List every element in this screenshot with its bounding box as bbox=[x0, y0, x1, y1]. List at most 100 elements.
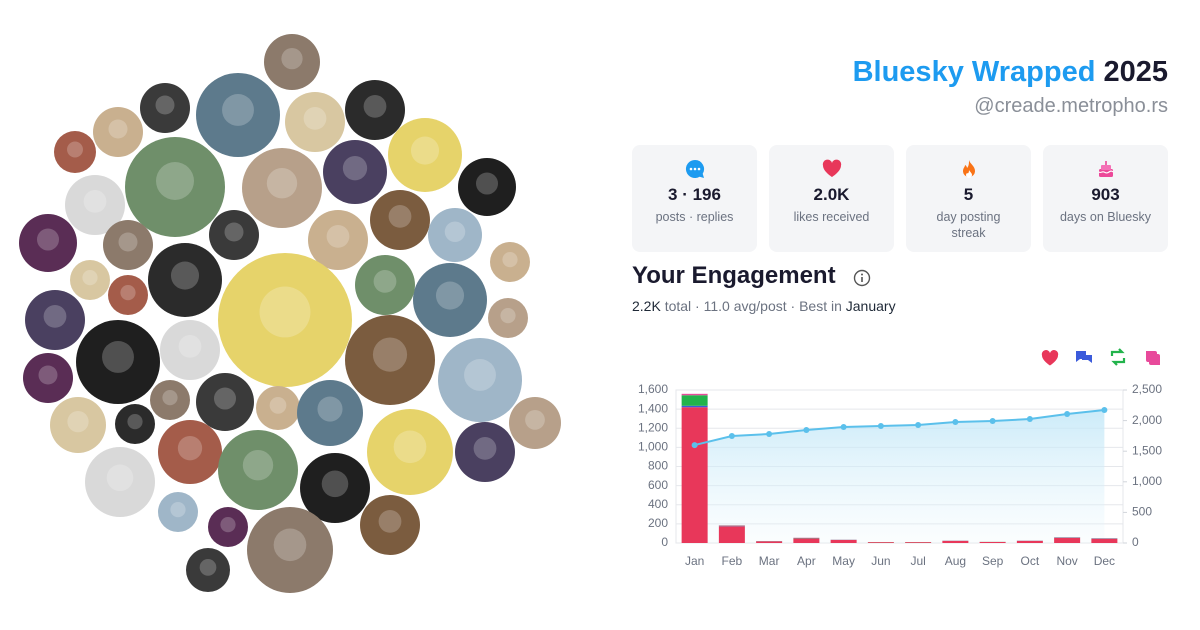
section-title: Your Engagement bbox=[632, 262, 836, 289]
y2-tick-label: 1,000 bbox=[1132, 474, 1162, 488]
avatar bbox=[300, 453, 370, 523]
avatar-face bbox=[525, 410, 545, 430]
stat-label: day posting streak bbox=[936, 210, 1001, 240]
avatar bbox=[50, 397, 106, 453]
avatar bbox=[247, 507, 333, 593]
x-tick-label: Jul bbox=[910, 554, 925, 568]
avatar bbox=[345, 80, 405, 140]
line-point bbox=[728, 433, 735, 440]
avatar bbox=[160, 320, 220, 380]
avatar bbox=[438, 338, 522, 422]
line-point bbox=[915, 422, 922, 429]
avatar-face bbox=[156, 162, 194, 200]
avatar bbox=[54, 131, 96, 173]
avatar bbox=[209, 210, 259, 260]
avatar-face bbox=[372, 337, 408, 372]
legend-icon[interactable] bbox=[1041, 350, 1059, 366]
avatar bbox=[196, 373, 254, 431]
bar-segment bbox=[1091, 538, 1118, 543]
summary-part: 2.2K bbox=[632, 298, 661, 314]
avatar bbox=[323, 140, 387, 204]
avatar bbox=[367, 409, 453, 495]
x-tick-label: Dec bbox=[1094, 554, 1115, 568]
avatar bbox=[218, 430, 298, 510]
avatar bbox=[140, 83, 190, 133]
avatar bbox=[355, 255, 415, 315]
avatar-face bbox=[224, 222, 244, 242]
stat-card: 5 day posting streak bbox=[906, 145, 1031, 252]
y-tick-label: 1,600 bbox=[638, 382, 668, 396]
avatar-face bbox=[317, 396, 343, 422]
avatar bbox=[85, 447, 155, 517]
avatar-face bbox=[444, 221, 466, 243]
stat-card: 3 · 196 posts · replies bbox=[632, 145, 757, 252]
avatar bbox=[108, 275, 148, 315]
line-point bbox=[1026, 416, 1033, 423]
legend-icon[interactable] bbox=[1076, 351, 1092, 363]
avatar-face bbox=[266, 168, 298, 199]
x-tick-label: Oct bbox=[1021, 554, 1040, 568]
bar-segment bbox=[793, 538, 820, 543]
avatar-face bbox=[83, 190, 107, 213]
avatar bbox=[370, 190, 430, 250]
avatar-face bbox=[170, 502, 186, 518]
y2-tick-label: 500 bbox=[1132, 505, 1152, 519]
y2-tick-label: 1,500 bbox=[1132, 443, 1162, 457]
bar-segment bbox=[1016, 540, 1043, 543]
y-tick-label: 1,200 bbox=[638, 420, 668, 434]
bar-segment bbox=[942, 540, 969, 543]
bar-segment bbox=[1054, 537, 1081, 543]
avatar bbox=[25, 290, 85, 350]
line-area bbox=[694, 410, 1105, 543]
avatar bbox=[242, 148, 322, 228]
avatar-face bbox=[373, 270, 397, 293]
avatar bbox=[148, 243, 222, 317]
y-tick-label: 0 bbox=[661, 535, 668, 549]
brand: Bluesky Wrapped bbox=[852, 56, 1096, 88]
y-tick-label: 1,000 bbox=[638, 440, 668, 454]
engagement-chart: 0 200 400 600 800 1,000 1,200 1,400 1,600 0 500 1,0… bbox=[638, 348, 1162, 568]
legend-icon[interactable] bbox=[1146, 351, 1160, 365]
avatar-face bbox=[303, 107, 327, 130]
stat-value: 903 bbox=[1091, 185, 1120, 204]
stat-label: likes received bbox=[793, 210, 870, 224]
avatar-face bbox=[393, 430, 427, 464]
avatar bbox=[256, 386, 300, 430]
bar-segment bbox=[756, 541, 783, 543]
legend-icon[interactable] bbox=[1110, 348, 1126, 366]
avatar bbox=[388, 118, 462, 192]
stat-value: 2.0K bbox=[813, 185, 850, 204]
avatar bbox=[196, 73, 280, 157]
avatar-face bbox=[259, 286, 311, 338]
avatar-face bbox=[473, 437, 497, 460]
avatar-face bbox=[199, 559, 217, 576]
avatar-face bbox=[38, 365, 58, 385]
likes-icon bbox=[822, 159, 841, 177]
avatar bbox=[360, 495, 420, 555]
info-icon[interactable] bbox=[853, 269, 871, 287]
avatar bbox=[264, 34, 320, 90]
year: 2025 bbox=[1103, 56, 1168, 88]
avatar-face bbox=[326, 225, 350, 248]
avatar bbox=[158, 492, 198, 532]
avatar-face bbox=[475, 172, 499, 195]
cake-icon bbox=[1098, 161, 1113, 177]
summary-part: total · 11.0 avg/post · Best in bbox=[660, 298, 846, 314]
avatar-face bbox=[281, 48, 303, 70]
avatar bbox=[509, 397, 561, 449]
posts-icon bbox=[685, 159, 704, 178]
avatar-face bbox=[378, 510, 402, 533]
avatar bbox=[218, 253, 352, 387]
avatar bbox=[103, 220, 153, 270]
avatar-face bbox=[162, 390, 178, 406]
avatar-face bbox=[222, 94, 254, 126]
y2-tick-label: 2,000 bbox=[1132, 413, 1162, 427]
avatar-face bbox=[106, 464, 134, 492]
avatar-face bbox=[177, 436, 203, 461]
y-tick-label: 400 bbox=[648, 497, 668, 511]
avatar bbox=[23, 353, 73, 403]
avatar-face bbox=[464, 359, 496, 391]
legend-glyph bbox=[1146, 351, 1160, 365]
